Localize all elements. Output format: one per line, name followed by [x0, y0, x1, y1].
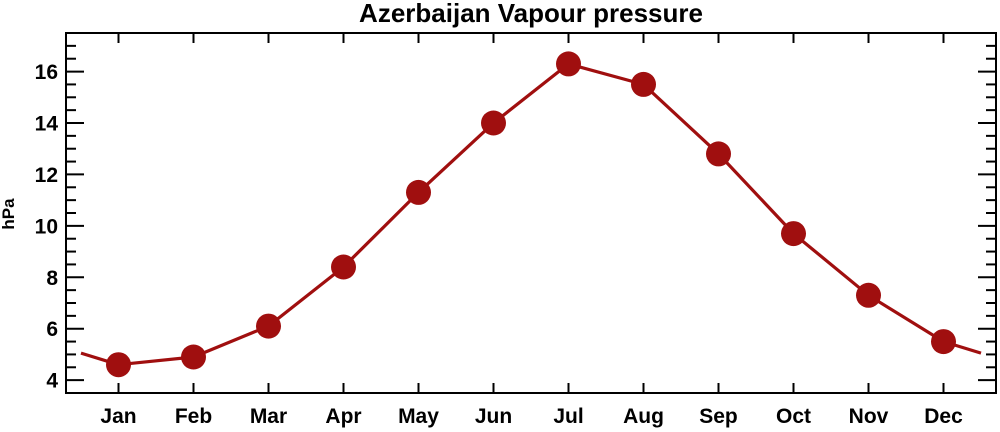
y-tick-label-16: 16 [35, 61, 58, 84]
data-point-oct [781, 221, 806, 247]
plot-frame [65, 32, 997, 394]
y-tick-label-14: 14 [35, 113, 59, 136]
data-point-mar [256, 313, 281, 339]
x-tick-label-oct: Oct [776, 405, 811, 428]
x-tick-label-mar: Mar [250, 405, 287, 428]
y-tick-label-8: 8 [46, 267, 58, 290]
data-point-aug [631, 71, 656, 97]
data-point-feb [181, 344, 206, 370]
x-tick-label-may: May [398, 405, 439, 428]
y-tick-label-12: 12 [35, 164, 58, 187]
y-tick-label-6: 6 [46, 318, 58, 341]
x-tick-label-jun: Jun [475, 405, 512, 428]
chart-title: Azerbaijan Vapour pressure [359, 0, 703, 28]
x-tick-label-jan: Jan [100, 405, 136, 428]
x-tick-label-jul: Jul [553, 405, 583, 428]
data-point-jan [106, 352, 131, 378]
data-point-jul [556, 51, 581, 77]
x-tick-label-sep: Sep [699, 405, 738, 428]
data-point-sep [706, 141, 731, 167]
data-point-dec [931, 329, 956, 355]
x-tick-label-aug: Aug [623, 405, 664, 428]
data-point-nov [856, 282, 881, 308]
y-tick-label-10: 10 [35, 215, 58, 238]
y-tick-label-4: 4 [46, 370, 58, 393]
x-tick-label-apr: Apr [325, 405, 361, 428]
x-tick-label-feb: Feb [175, 405, 212, 428]
x-tick-label-nov: Nov [849, 405, 889, 428]
data-series-line [80, 62, 982, 367]
data-point-apr [331, 254, 356, 280]
x-tick-label-dec: Dec [924, 405, 963, 428]
data-point-may [406, 179, 431, 205]
data-point-jun [481, 110, 506, 136]
